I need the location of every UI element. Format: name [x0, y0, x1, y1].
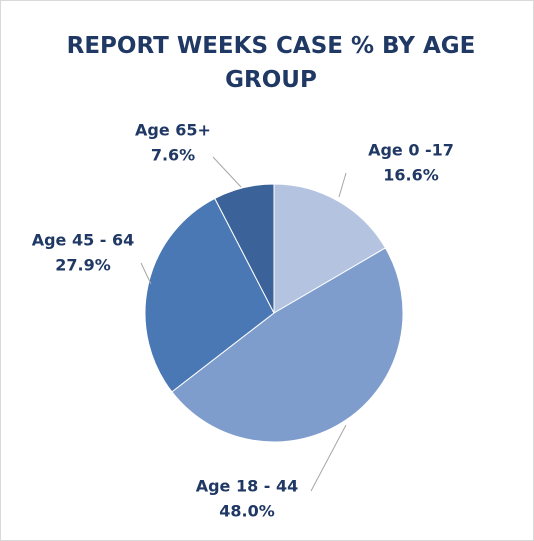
leader-line [338, 172, 347, 198]
data-label-name: Age 45 - 64 [32, 231, 135, 250]
leader-line [310, 424, 347, 492]
chart-title: REPORT WEEKS CASE % BY AGE GROUP [66, 33, 476, 93]
leader-line [212, 156, 242, 188]
data-label-value: 48.0% [219, 502, 275, 521]
data-label-value: 27.9% [55, 256, 111, 275]
data-label-name: Age 18 - 44 [196, 477, 299, 496]
data-label-name: Age 0 -17 [368, 141, 454, 160]
pie-slice [171, 247, 404, 443]
pie-slice [144, 197, 275, 393]
leader-line [140, 262, 152, 285]
pie-slice [273, 183, 387, 314]
data-label-value: 16.6% [383, 166, 439, 185]
pie-slice [214, 183, 275, 314]
data-label-value: 7.6% [151, 146, 195, 165]
data-label-name: Age 65+ [135, 121, 211, 140]
